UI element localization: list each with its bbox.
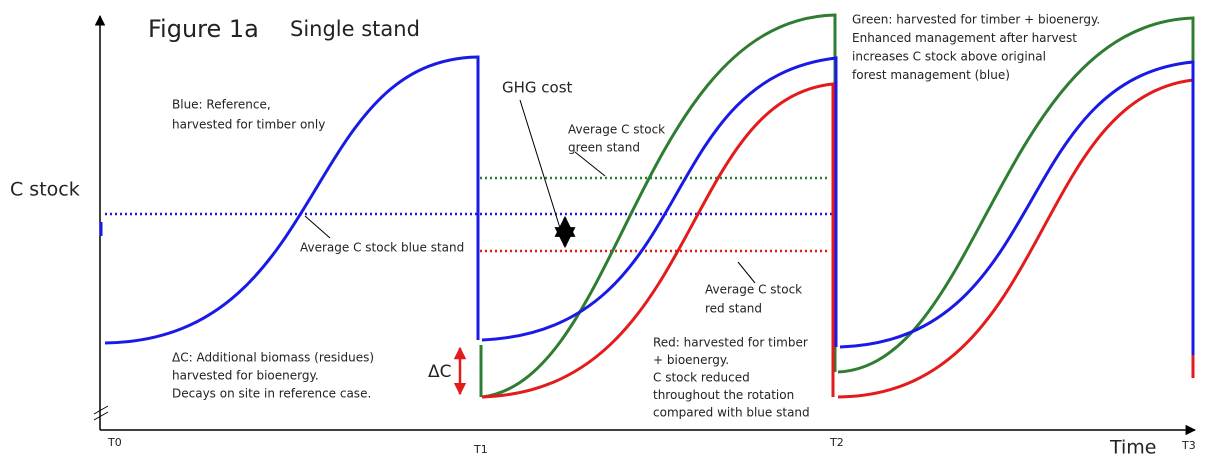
annotation: compared with blue stand bbox=[653, 406, 810, 420]
annotation: ΔC bbox=[428, 362, 452, 382]
tick-label: T1 bbox=[473, 443, 488, 456]
pointers bbox=[304, 99, 756, 396]
annotation: harvested for bioenergy. bbox=[172, 369, 319, 383]
annotation: Enhanced management after harvest bbox=[852, 31, 1077, 45]
curves bbox=[99, 13, 1195, 399]
tick-label: T0 bbox=[107, 436, 122, 449]
annotation: Average C stock bbox=[705, 283, 802, 297]
annotation: harvested for timber only bbox=[172, 118, 325, 132]
y-axis-label: C stock bbox=[10, 179, 80, 201]
annotation: Decays on site in reference case. bbox=[172, 387, 371, 401]
subtitle: Single stand bbox=[290, 17, 420, 41]
annotation: increases C stock above original bbox=[852, 50, 1046, 64]
dotted-averages bbox=[105, 176, 833, 253]
annotation: red stand bbox=[705, 302, 762, 316]
annotation: throughout the rotation bbox=[653, 388, 794, 402]
annotation: + bioenergy. bbox=[653, 353, 729, 367]
annotation: Average C stock bbox=[568, 123, 665, 137]
tick-label: T3 bbox=[1181, 439, 1196, 452]
tick-label: T2 bbox=[829, 436, 844, 449]
annotation: green stand bbox=[568, 141, 640, 155]
annotation: Average C stock blue stand bbox=[300, 241, 464, 255]
annotation: Green: harvested for timber + bioenergy. bbox=[852, 13, 1100, 27]
annotation: C stock reduced bbox=[653, 371, 750, 385]
x-axis-label: Time bbox=[1109, 437, 1157, 459]
annotation: GHG cost bbox=[502, 79, 573, 97]
title: Figure 1a bbox=[148, 15, 259, 43]
annotation: Blue: Reference, bbox=[172, 98, 271, 112]
annotation: ΔC: Additional biomass (residues) bbox=[172, 351, 374, 365]
annotation: Red: harvested for timber bbox=[653, 336, 808, 350]
annotation: forest management (blue) bbox=[852, 68, 1010, 82]
